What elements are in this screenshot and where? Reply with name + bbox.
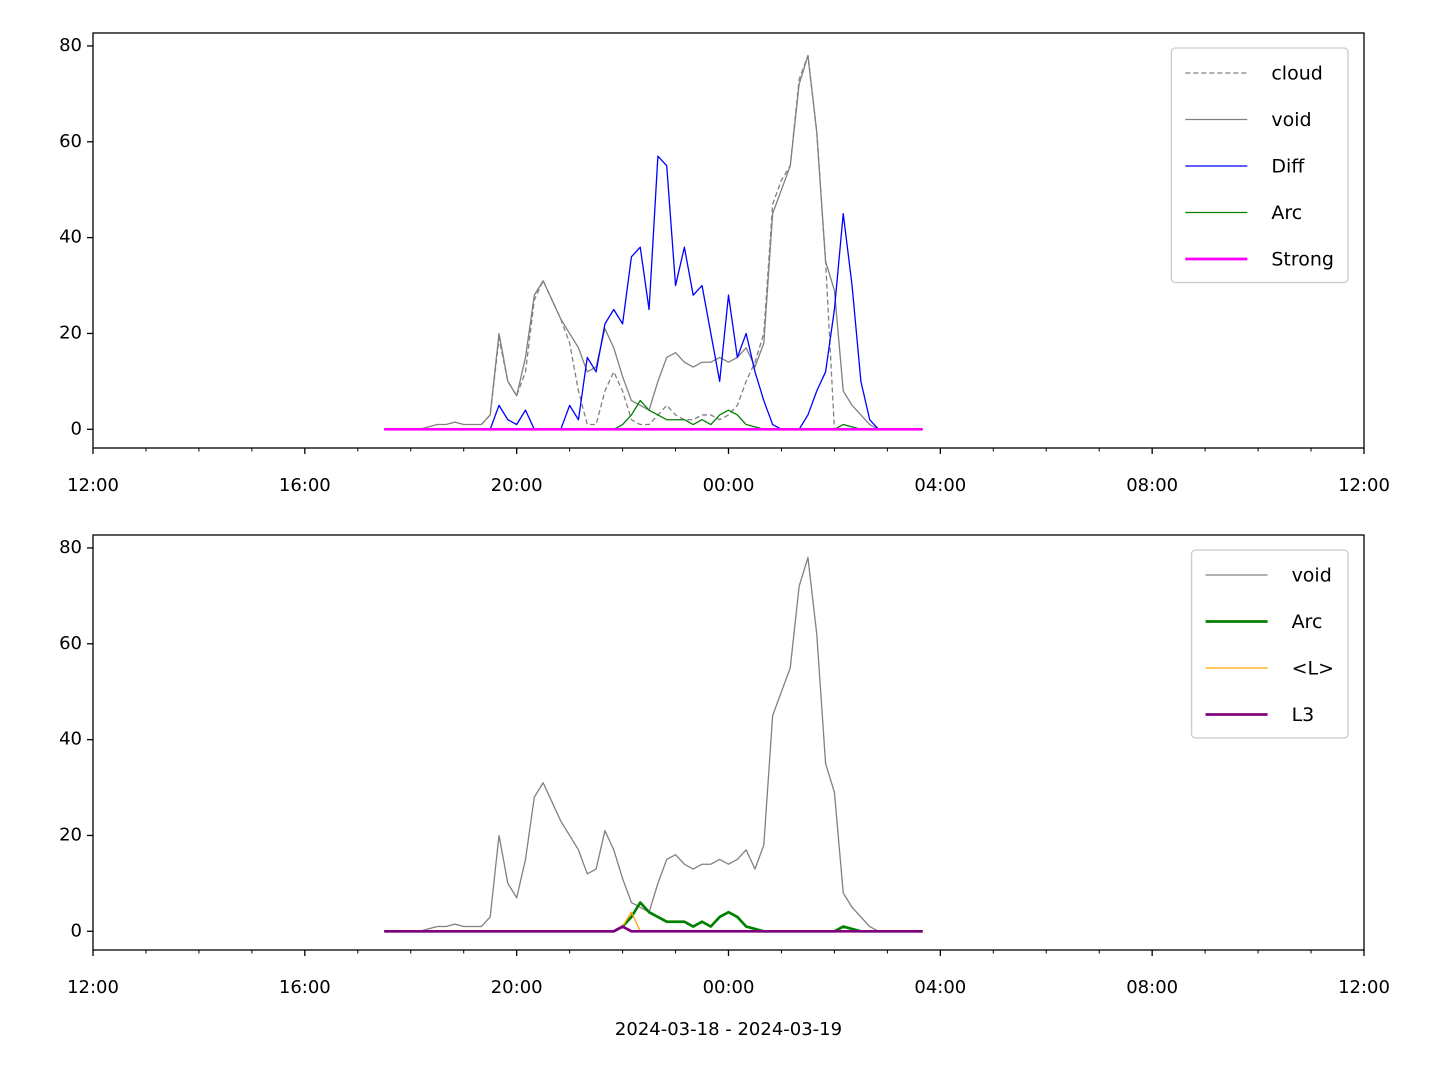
y-tick-label: 80 — [59, 35, 82, 56]
line-series — [384, 54, 879, 430]
legend-label: void — [1292, 565, 1332, 587]
chart: 0 20 40 60 80 12:00 16:00 20:00 00:00 04:00 08:00 1… — [59, 32, 1390, 496]
legend-label: Diff — [1271, 156, 1305, 178]
legend-label: cloud — [1271, 63, 1322, 85]
legend-label: void — [1271, 109, 1311, 131]
y-tick-label: 20 — [59, 322, 82, 343]
x-tick-label: 16:00 — [279, 977, 331, 998]
x-tick-label: 20:00 — [491, 977, 543, 998]
x-tick-label: 12:00 — [67, 475, 119, 496]
plot-area — [384, 54, 923, 431]
x-tick-label: 00:00 — [703, 977, 755, 998]
line-series — [384, 925, 923, 933]
y-tick-label: 0 — [71, 920, 82, 941]
x-tick-label: 08:00 — [1126, 977, 1178, 998]
legend-label: Arc — [1271, 202, 1302, 224]
line-series — [384, 556, 879, 932]
x-tick-label: 12:00 — [1338, 475, 1390, 496]
y-tick-label: 60 — [59, 131, 82, 152]
x-tick-label: 16:00 — [279, 475, 331, 496]
legend-label: L3 — [1292, 704, 1315, 726]
plot-area — [384, 556, 923, 933]
x-tick-label: 04:00 — [914, 475, 966, 496]
legend: void Arc <L> L3 — [1190, 549, 1349, 739]
legend: cloud void Diff Arc Strong — [1170, 47, 1349, 284]
line-series — [384, 155, 923, 430]
x-tick-label: 08:00 — [1126, 475, 1178, 496]
legend-label: Strong — [1271, 249, 1334, 271]
x-tick-label: 00:00 — [703, 475, 755, 496]
x-tick-label: 12:00 — [1338, 977, 1390, 998]
legend-box — [1190, 549, 1349, 739]
legend-label: Arc — [1292, 611, 1323, 633]
x-tick-label: 20:00 — [491, 475, 543, 496]
y-tick-label: 40 — [59, 729, 82, 750]
legend-label: <L> — [1292, 658, 1334, 680]
x-tick-label: 12:00 — [67, 977, 119, 998]
y-tick-label: 20 — [59, 824, 82, 845]
axes-frame — [92, 534, 1365, 951]
y-tick-label: 0 — [71, 418, 82, 439]
x-tick-label: 04:00 — [914, 977, 966, 998]
line-series — [480, 54, 836, 430]
y-tick-label: 60 — [59, 633, 82, 654]
chart: 0 20 40 60 80 12:00 16:00 20:00 00:00 04:00 08:00 1… — [59, 534, 1390, 1040]
legend-box — [1170, 47, 1349, 284]
x-axis-label: 2024-03-18 - 2024-03-19 — [615, 1019, 842, 1040]
y-tick-label: 40 — [59, 227, 82, 248]
y-tick-label: 80 — [59, 537, 82, 558]
